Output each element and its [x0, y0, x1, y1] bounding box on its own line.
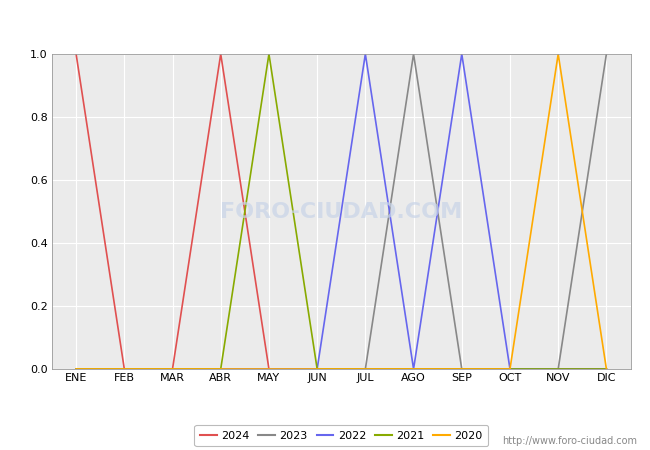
Legend: 2024, 2023, 2022, 2021, 2020: 2024, 2023, 2022, 2021, 2020	[194, 425, 488, 446]
Text: FORO-CIUDAD.COM: FORO-CIUDAD.COM	[220, 202, 462, 221]
Text: http://www.foro-ciudad.com: http://www.foro-ciudad.com	[502, 436, 637, 446]
Text: Matriculaciones de Vehiculos en El Cabaco: Matriculaciones de Vehiculos en El Cabac…	[148, 11, 502, 29]
